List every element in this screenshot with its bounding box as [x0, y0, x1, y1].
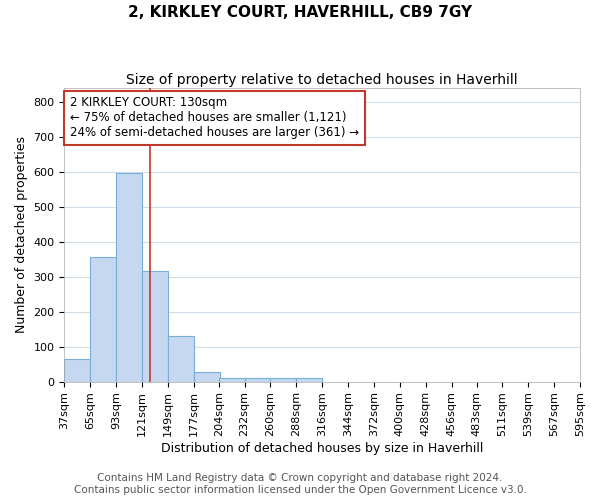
- Bar: [271, 378, 296, 382]
- X-axis label: Distribution of detached houses by size in Haverhill: Distribution of detached houses by size …: [161, 442, 484, 455]
- Bar: [116, 174, 142, 382]
- Bar: [245, 378, 271, 382]
- Bar: [296, 378, 322, 382]
- Bar: [90, 258, 116, 382]
- Y-axis label: Number of detached properties: Number of detached properties: [15, 136, 28, 333]
- Bar: [142, 272, 168, 382]
- Bar: [168, 336, 194, 382]
- Text: 2 KIRKLEY COURT: 130sqm
← 75% of detached houses are smaller (1,121)
24% of semi: 2 KIRKLEY COURT: 130sqm ← 75% of detache…: [70, 96, 359, 140]
- Text: 2, KIRKLEY COURT, HAVERHILL, CB9 7GY: 2, KIRKLEY COURT, HAVERHILL, CB9 7GY: [128, 5, 472, 20]
- Bar: [219, 378, 245, 382]
- Text: Contains HM Land Registry data © Crown copyright and database right 2024.
Contai: Contains HM Land Registry data © Crown c…: [74, 474, 526, 495]
- Bar: [194, 372, 220, 382]
- Bar: [64, 359, 90, 382]
- Title: Size of property relative to detached houses in Haverhill: Size of property relative to detached ho…: [127, 72, 518, 86]
